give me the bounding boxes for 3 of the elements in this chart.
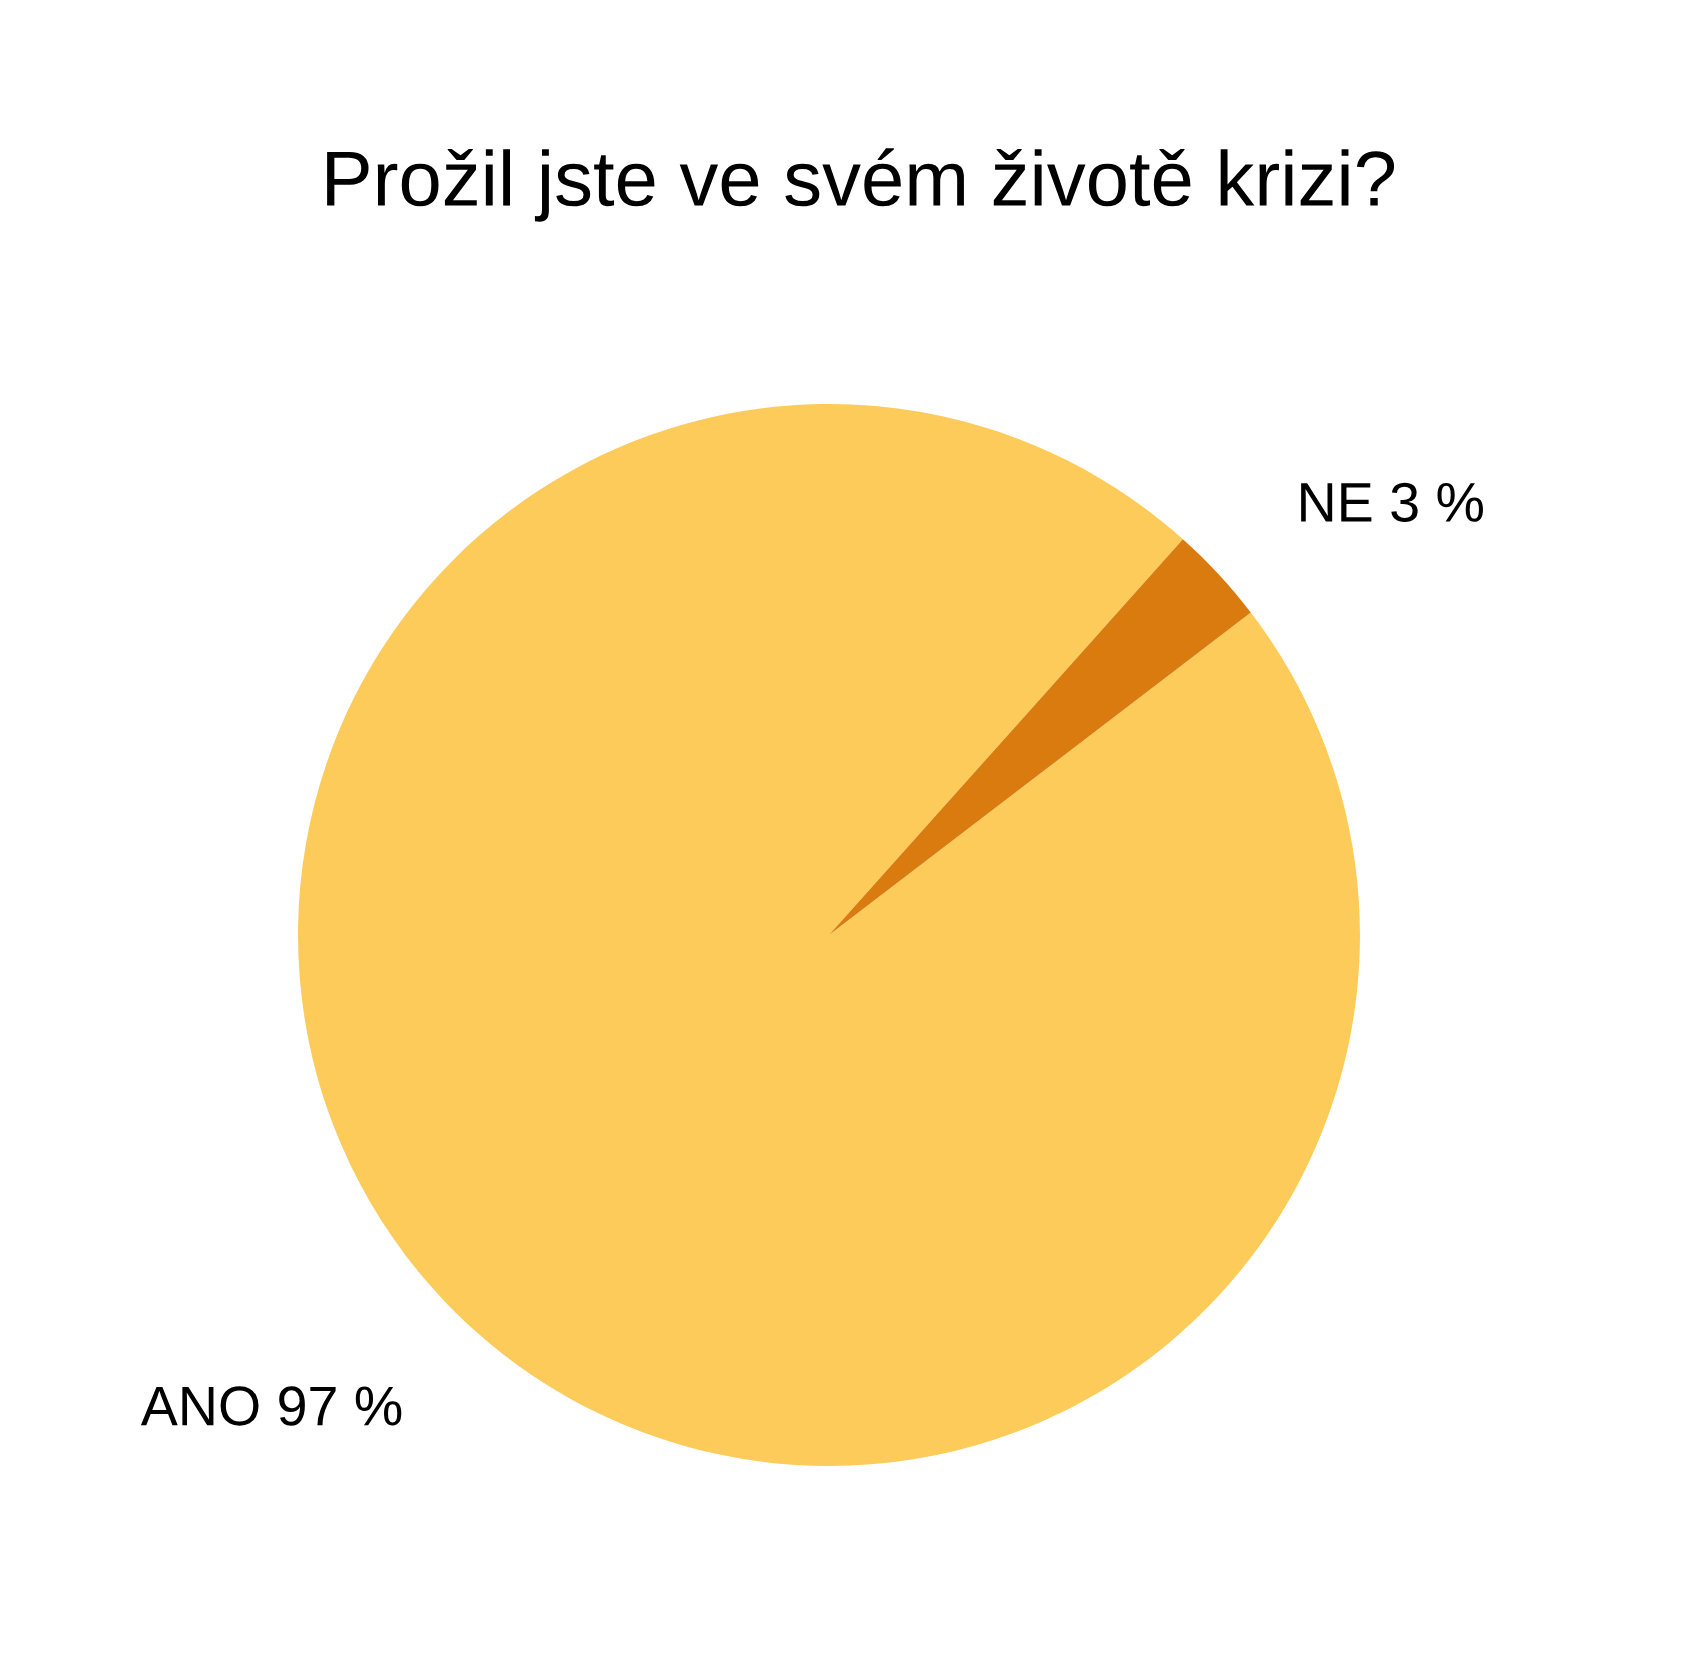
slice-label: ANO 97 % [140,1386,402,1426]
slice-label: NE 3 % [1301,482,1483,522]
chart-title: Prožil jste ve svém životě krizi? [327,148,1395,222]
